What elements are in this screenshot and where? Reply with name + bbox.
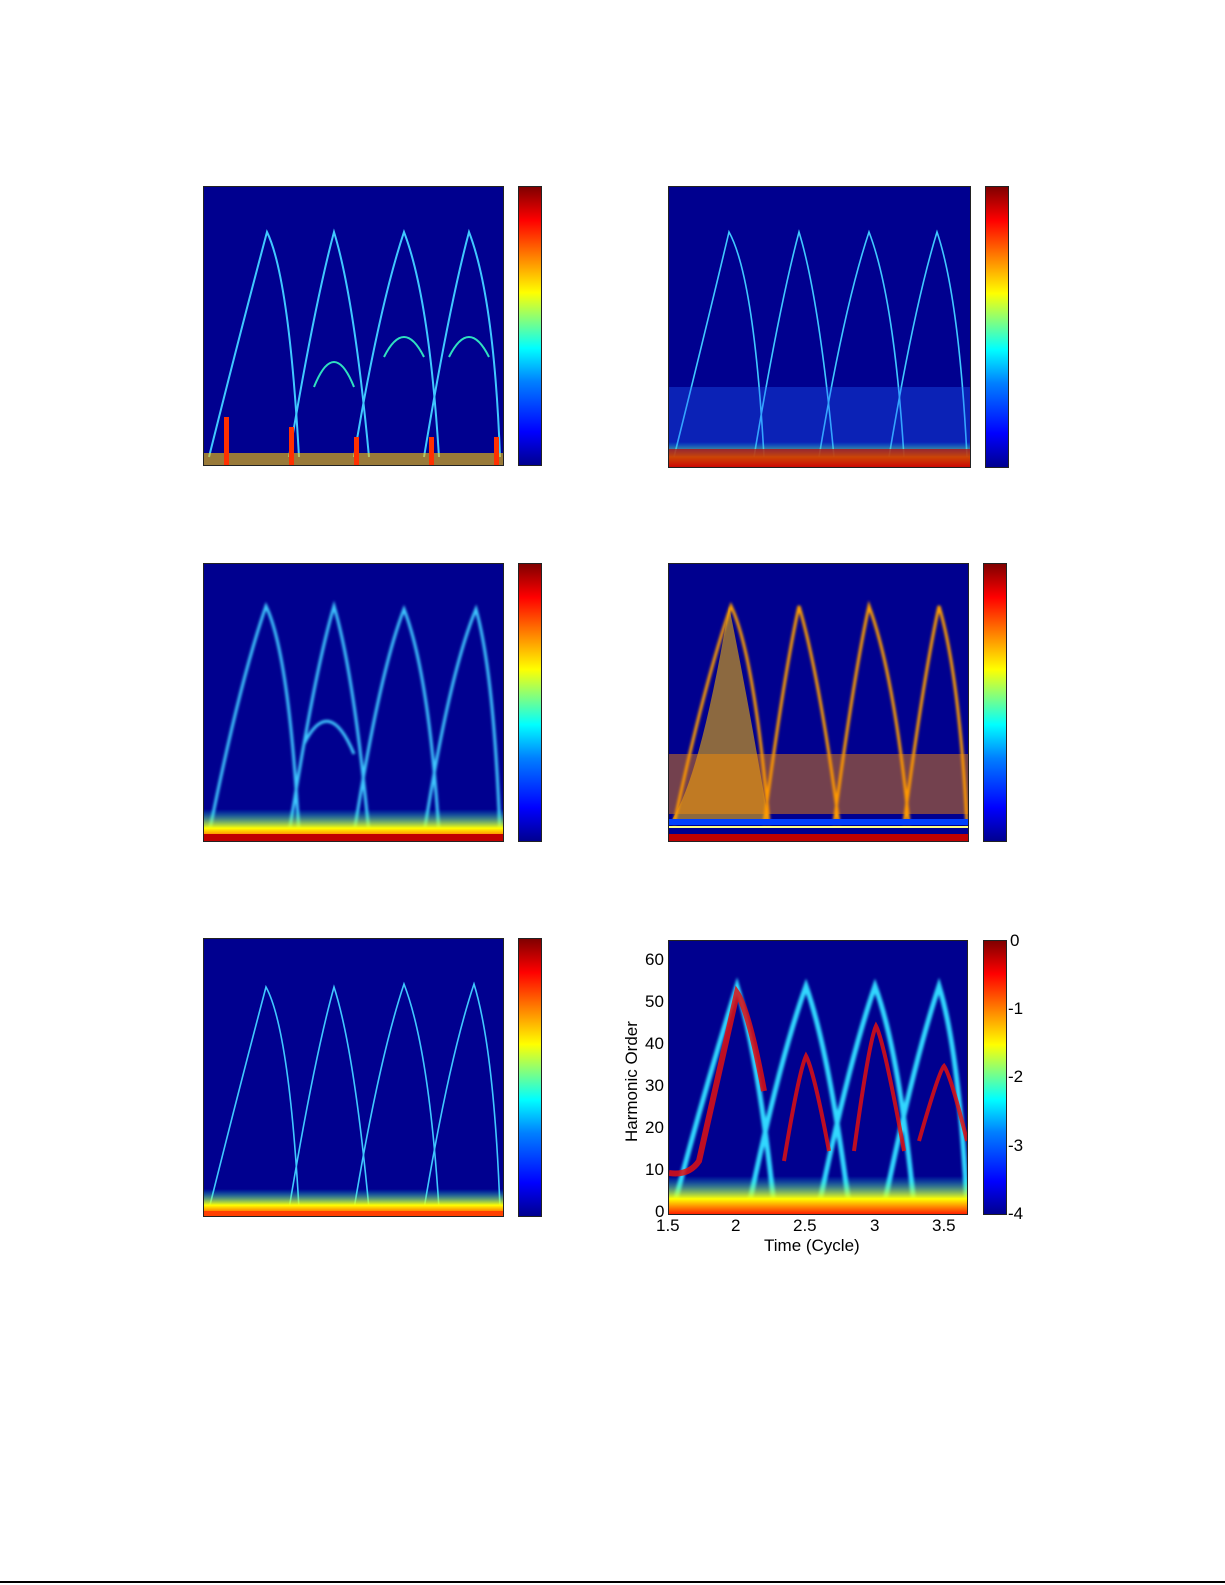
xtick-3: 3	[870, 1216, 880, 1235]
cbar-tick-neg3: -3	[1008, 1136, 1024, 1155]
page-bottom-rule	[0, 1581, 1225, 1583]
cbar-tick-neg4: -4	[1008, 1204, 1024, 1223]
colorbar-b	[985, 186, 1009, 468]
spectrogram-panel-e	[203, 938, 504, 1217]
xtick-1.5: 1.5	[656, 1216, 680, 1235]
spectrogram-b-image	[669, 229, 970, 467]
cbar-tick-0: 0	[1010, 931, 1020, 950]
spectrogram-panel-f	[668, 940, 968, 1215]
ytick-40: 40	[645, 1034, 664, 1053]
ytick-20: 20	[645, 1118, 664, 1137]
ytick-10: 10	[645, 1160, 664, 1179]
colorbar-e	[518, 938, 542, 1217]
spectrogram-c-image	[204, 600, 503, 841]
colorbar-c	[518, 563, 542, 842]
spectrogram-d-image	[669, 600, 968, 841]
spectrogram-panel-c	[203, 563, 504, 842]
ytick-30: 30	[645, 1076, 664, 1095]
spectrogram-e-image	[204, 981, 503, 1216]
colorbar-d	[983, 563, 1007, 842]
xtick-2: 2	[731, 1216, 741, 1235]
xtick-3.5: 3.5	[932, 1216, 956, 1235]
cbar-tick-neg2: -2	[1008, 1067, 1024, 1086]
xtick-2.5: 2.5	[793, 1216, 817, 1235]
ytick-50: 50	[645, 992, 664, 1011]
spectrogram-panel-a	[203, 186, 504, 466]
colorbar-a	[518, 186, 542, 466]
ytick-0: 0	[655, 1202, 665, 1221]
cbar-tick-neg1: -1	[1008, 999, 1024, 1018]
spectrogram-panel-b	[668, 186, 971, 468]
spectrogram-panel-d	[668, 563, 969, 842]
colorbar-f	[983, 940, 1007, 1215]
x-axis-label: Time (Cycle)	[764, 1236, 860, 1255]
y-axis-label: Harmonic Order	[622, 1021, 641, 1142]
spectrogram-a-image	[204, 228, 503, 465]
ytick-60: 60	[645, 950, 664, 969]
spectrogram-f-image	[669, 977, 967, 1214]
